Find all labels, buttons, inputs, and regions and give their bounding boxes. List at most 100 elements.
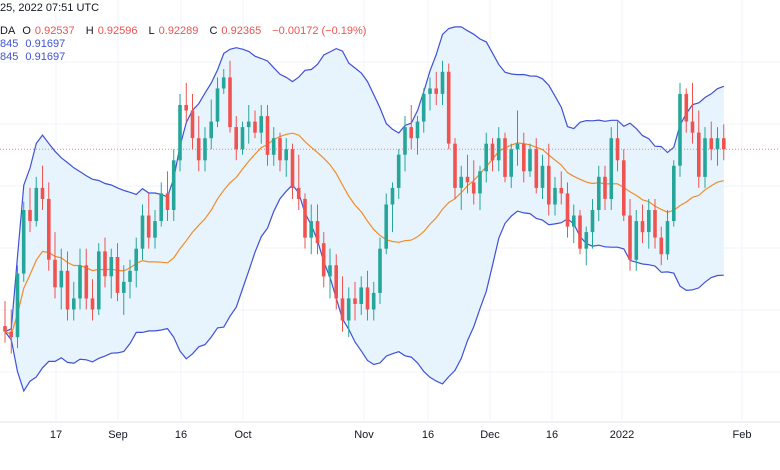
candle (271, 127, 276, 166)
candle (47, 182, 51, 271)
x-tick-label: Dec (480, 429, 500, 441)
candle-body (234, 127, 238, 150)
candle-body (453, 143, 457, 188)
candle-body (78, 265, 82, 299)
candle-body (597, 176, 601, 210)
candle-body (146, 215, 151, 238)
candle (678, 82, 682, 177)
candle (509, 143, 513, 188)
candle (303, 193, 307, 249)
low-value: 0.92289 (158, 25, 199, 37)
candle (378, 237, 382, 304)
candle (171, 149, 176, 222)
candle-body (440, 71, 445, 94)
candle (522, 132, 526, 183)
candle-body (140, 215, 145, 249)
candle (3, 301, 7, 343)
candle (665, 210, 670, 260)
bb-upper-prefix: 845 (0, 38, 19, 50)
bollinger-lower-line (4, 183, 724, 393)
candle-body (590, 210, 595, 233)
x-tick-label: Feb (733, 429, 752, 441)
candle-body (290, 149, 295, 188)
candle-body (565, 193, 570, 227)
candle-body (171, 160, 176, 210)
candle (534, 138, 539, 194)
candle-body (509, 149, 513, 177)
candle (40, 165, 45, 210)
candle (640, 204, 645, 244)
candle (565, 182, 570, 238)
candle-body (203, 138, 207, 161)
candle-body (53, 259, 57, 288)
candle-body (315, 221, 320, 244)
candle (284, 138, 288, 177)
candle (140, 204, 145, 260)
candle-body (153, 221, 157, 238)
candle (253, 110, 257, 139)
candle (228, 60, 232, 133)
candle-body (40, 187, 45, 199)
bb-upper-value: 0.91697 (25, 38, 66, 50)
x-tick-label: Oct (234, 429, 251, 441)
candle-body (334, 265, 338, 299)
candle (21, 201, 26, 282)
candle (459, 165, 463, 210)
candle-body (346, 298, 351, 321)
candle-body (584, 232, 589, 249)
symbol-fragment: DA (0, 25, 16, 37)
candle-body (328, 265, 332, 277)
candle (190, 93, 195, 150)
candle-body (697, 132, 701, 177)
candle-body (228, 77, 232, 128)
candle (540, 154, 545, 199)
candle (547, 143, 551, 216)
candle (278, 132, 282, 172)
candle (265, 105, 270, 166)
candle (309, 204, 313, 255)
candle-body (196, 138, 201, 161)
candle (690, 82, 695, 144)
candle (553, 176, 557, 216)
candle-body (409, 127, 413, 139)
candle (371, 281, 376, 321)
candle (84, 248, 89, 310)
bb-upper-legend: 845 0.91697 (0, 38, 69, 51)
candle-body (528, 149, 532, 172)
bollinger-upper-line (4, 26, 725, 333)
candle-body (665, 221, 670, 255)
candle (384, 193, 388, 255)
candle (390, 182, 395, 233)
candle-body (615, 138, 620, 161)
candle (146, 193, 151, 249)
candle-body (90, 298, 95, 310)
candle (184, 82, 188, 122)
candle (97, 243, 101, 315)
candle (90, 279, 95, 321)
candle (203, 127, 207, 172)
candle (321, 232, 326, 288)
candle-body (178, 105, 182, 161)
candle (165, 171, 170, 222)
candle-body (97, 251, 101, 310)
candle-body (722, 138, 726, 150)
candle (109, 248, 114, 299)
candle-body (365, 287, 370, 310)
candle (53, 232, 57, 299)
close-value: 0.92365 (221, 25, 262, 37)
candle (353, 281, 357, 321)
candle-body (278, 138, 282, 161)
candle (484, 132, 488, 183)
candle-body (547, 165, 551, 205)
candle-body (622, 160, 626, 216)
candle-body (678, 93, 682, 166)
candle-body (134, 248, 138, 271)
candle-body (265, 116, 270, 155)
candle (315, 204, 320, 255)
candle-body (603, 176, 607, 199)
candle-body (659, 237, 664, 255)
candle-body (184, 105, 188, 111)
candle-body (484, 143, 488, 172)
